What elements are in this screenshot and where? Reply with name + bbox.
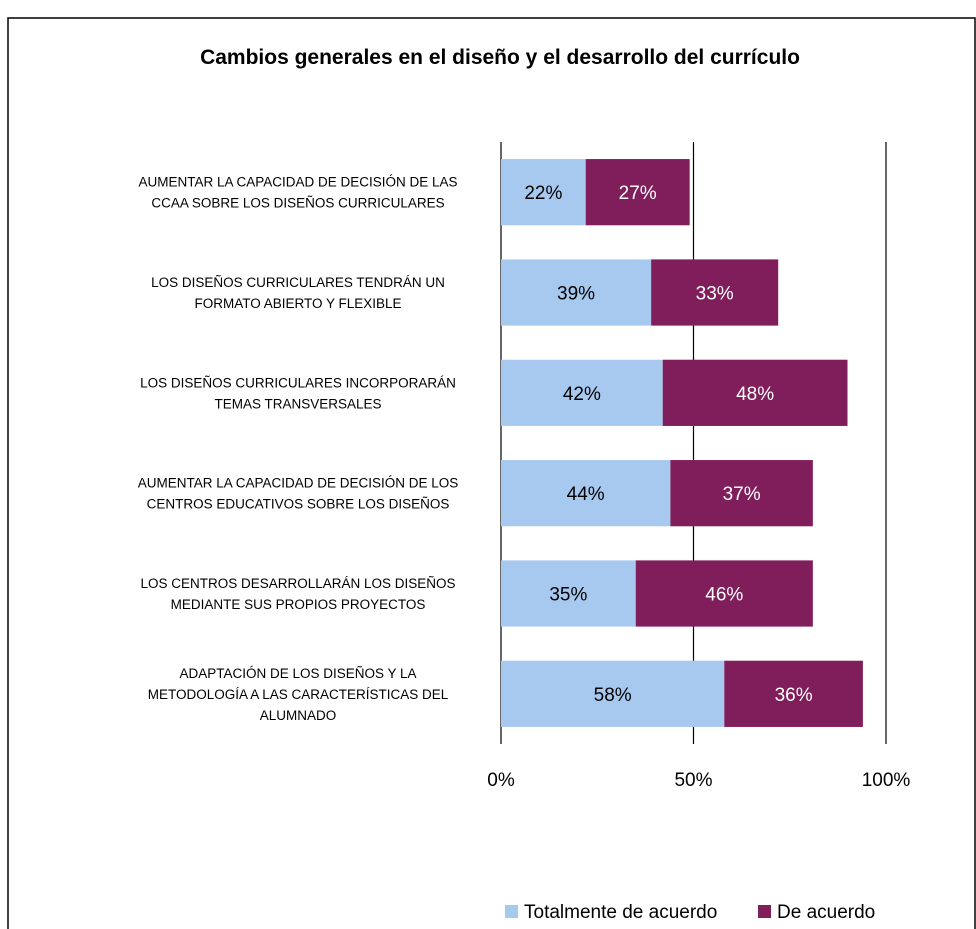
data-label-totalmente-5: 58% [594,685,632,706]
category-label-line: CENTROS EDUCATIVOS SOBRE LOS DISEÑOS [147,497,450,512]
legend-label-0: Totalmente de acuerdo [524,902,717,923]
data-label-totalmente-4: 35% [549,585,587,606]
data-label-de-acuerdo-3: 37% [723,484,761,505]
category-label-line: ALUMNADO [260,708,337,723]
category-label-line: AUMENTAR LA CAPACIDAD DE DECISIÓN DE LOS [138,476,459,491]
category-label-line: MEDIANTE SUS PROPIOS PROYECTOS [171,597,426,612]
category-label-line: LOS DISEÑOS CURRICULARES INCORPORARÁN [140,375,456,390]
legend: Totalmente de acuerdo De acuerdo [505,902,875,923]
data-label-totalmente-1: 39% [557,284,595,305]
chart-title: Cambios generales en el diseño y el desa… [200,46,800,69]
data-label-totalmente-0: 22% [524,183,562,204]
x-tick-label-50: 50% [674,770,712,791]
category-label-line: LOS DISEÑOS CURRICULARES TENDRÁN UN [151,275,445,290]
data-label-totalmente-2: 42% [563,384,601,405]
category-label-line: CCAA SOBRE LOS DISEÑOS CURRICULARES [151,196,444,211]
legend-swatch-0 [505,905,518,918]
data-label-de-acuerdo-2: 48% [736,384,774,405]
legend-swatch-1 [758,905,771,918]
data-label-de-acuerdo-0: 27% [619,183,657,204]
data-label-totalmente-3: 44% [567,484,605,505]
category-label-line: ADAPTACIÓN DE LOS DISEÑOS Y LA [179,666,416,681]
chart-border [8,18,975,929]
x-tick-label-100: 100% [862,770,911,791]
x-tick-label-0: 0% [487,770,515,791]
data-label-de-acuerdo-5: 36% [775,685,813,706]
category-label-line: FORMATO ABIERTO Y FLEXIBLE [194,296,401,311]
legend-label-1: De acuerdo [777,902,875,923]
data-label-de-acuerdo-4: 46% [705,585,743,606]
category-label-line: AUMENTAR LA CAPACIDAD DE DECISIÓN DE LAS [138,175,457,190]
category-label-line: LOS CENTROS DESARROLLARÁN LOS DISEÑOS [140,576,455,591]
category-label-line: TEMAS TRANSVERSALES [214,396,381,411]
category-label-line: METODOLOGÍA A LAS CARACTERÍSTICAS DEL [148,687,449,702]
data-label-de-acuerdo-1: 33% [696,284,734,305]
